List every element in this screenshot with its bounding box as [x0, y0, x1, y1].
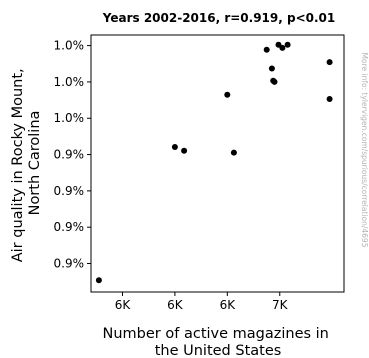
x-tick-label-4: 7K: [272, 298, 289, 312]
data-point-5: [230, 149, 237, 156]
y-tick-label-3: 1.0%: [54, 111, 85, 125]
watermark: More info: tylervigen.com/spurious/corre…: [360, 53, 369, 248]
y-tick-label-1: 1.0%: [54, 39, 85, 53]
data-point-13: [326, 59, 333, 66]
x-axis-label: Number of active magazines in the United…: [103, 326, 334, 358]
plot-frame: [90, 34, 345, 293]
data-point-6: [263, 46, 270, 53]
data-point-11: [279, 44, 286, 51]
data-point-9: [271, 78, 278, 85]
y-axis-label: Air quality in Rocky Mount, North Caroli…: [10, 64, 43, 263]
y-axis-label-line-1: Air quality in Rocky Mount,: [10, 68, 26, 262]
y-axis-label-line-2: North Carolina: [27, 111, 43, 216]
y-axis-ticks: 1.0% 1.0% 1.0% 0.9% 0.9% 0.9% 0.9%: [54, 39, 91, 271]
y-tick-label-6: 0.9%: [54, 220, 85, 234]
x-tick-label-2: 6K: [167, 298, 184, 312]
data-point-4: [224, 91, 231, 98]
data-point-12: [284, 41, 291, 48]
x-axis-label-line-2: the United States: [155, 343, 282, 358]
data-point-3: [181, 147, 188, 154]
x-tick-label-3: 6K: [220, 298, 237, 312]
data-point-1: [95, 277, 102, 284]
x-tick-label-1: 6K: [115, 298, 132, 312]
data-point-7: [268, 65, 275, 72]
x-axis-ticks: 6K 6K 6K 7K: [115, 292, 289, 312]
data-point-2: [171, 144, 178, 150]
chart-title: Years 2002-2016, r=0.919, p<0.01: [102, 11, 336, 25]
x-axis-label-line-1: Number of active magazines in: [103, 326, 329, 342]
plot-marks: [95, 41, 333, 284]
y-tick-label-2: 1.0%: [54, 75, 85, 89]
y-tick-label-7: 0.9%: [54, 257, 85, 271]
data-point-14: [326, 96, 333, 102]
y-tick-label-4: 0.9%: [54, 148, 85, 162]
y-tick-label-5: 0.9%: [54, 184, 85, 198]
